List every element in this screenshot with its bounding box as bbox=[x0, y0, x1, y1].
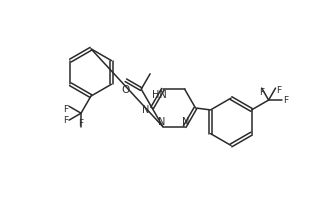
Text: F: F bbox=[79, 119, 84, 127]
Text: F: F bbox=[283, 96, 288, 104]
Text: F: F bbox=[259, 88, 264, 97]
Text: N: N bbox=[142, 105, 150, 115]
Text: N: N bbox=[182, 117, 189, 127]
Text: F: F bbox=[276, 85, 281, 94]
Text: F: F bbox=[63, 116, 69, 125]
Text: F: F bbox=[63, 105, 69, 114]
Text: O: O bbox=[122, 85, 130, 95]
Text: HN: HN bbox=[152, 90, 166, 100]
Text: N: N bbox=[158, 117, 166, 127]
